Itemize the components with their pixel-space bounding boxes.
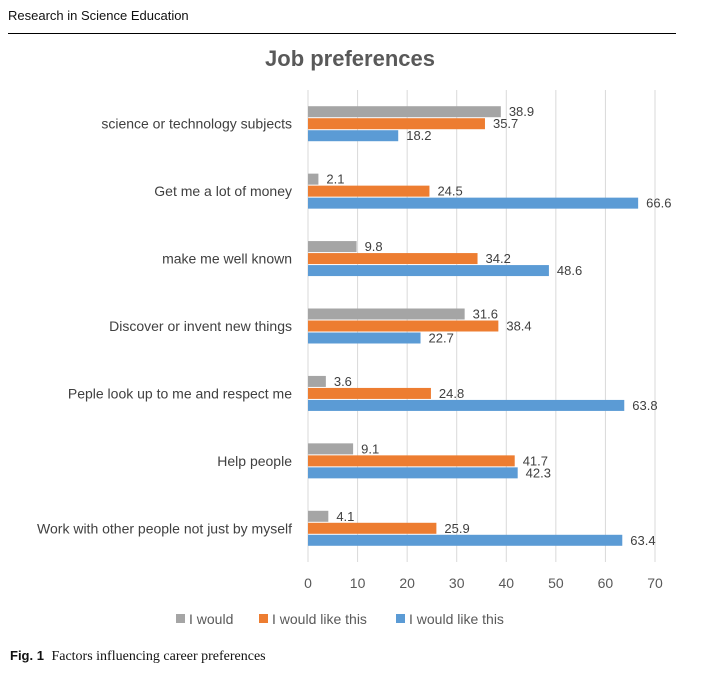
bar-3 [308, 467, 518, 479]
bar-3 [308, 197, 639, 209]
category-label: Help people [217, 453, 292, 469]
bar-value-label: 3.6 [334, 374, 352, 389]
bar-value-label: 38.4 [506, 319, 531, 334]
bar-1 [308, 173, 319, 185]
category-label: Get me a lot of money [154, 183, 292, 199]
chart-title: Job preferences [265, 46, 435, 71]
bar-2 [308, 185, 430, 197]
bar-value-label: 22.7 [429, 331, 454, 346]
bar-2 [308, 320, 499, 332]
bar-value-label: 41.7 [523, 453, 548, 468]
bar-2 [308, 455, 515, 467]
x-tick-label: 60 [598, 575, 614, 591]
bar-2 [308, 387, 431, 399]
bar-value-label: 66.6 [646, 196, 671, 211]
bar-value-label: 31.6 [473, 307, 498, 322]
bar-value-label: 35.7 [493, 116, 518, 131]
x-tick-label: 20 [399, 575, 415, 591]
bar-value-label: 38.9 [509, 104, 534, 119]
header-rule [8, 33, 676, 34]
figure-caption: Fig. 1 Factors influencing career prefer… [10, 648, 266, 665]
bar-value-label: 2.1 [326, 172, 344, 187]
figure-caption-text: Factors influencing career preferences [51, 649, 266, 664]
x-tick-label: 50 [548, 575, 564, 591]
bar-value-label: 9.1 [361, 441, 379, 456]
bar-value-label: 34.2 [486, 251, 511, 266]
bar-1 [308, 510, 329, 522]
bar-value-label: 24.8 [439, 386, 464, 401]
bar-3 [308, 534, 623, 546]
bar-value-label: 63.8 [632, 398, 657, 413]
bar-value-label: 24.5 [437, 184, 462, 199]
bar-1 [308, 241, 357, 253]
category-label: Peple look up to me and respect me [68, 385, 292, 401]
journal-name: Research in Science Education [8, 8, 189, 23]
bar-value-label: 25.9 [444, 521, 469, 536]
bar-value-label: 48.6 [557, 263, 582, 278]
x-tick-label: 30 [449, 575, 465, 591]
bar-3 [308, 265, 549, 277]
bar-1 [308, 106, 501, 118]
x-tick-label: 70 [647, 575, 663, 591]
bar-1 [308, 375, 326, 387]
x-tick-label: 10 [350, 575, 366, 591]
bar-2 [308, 522, 437, 534]
x-tick-label: 40 [498, 575, 514, 591]
category-label: make me well known [162, 251, 292, 267]
bar-3 [308, 332, 421, 344]
bar-value-label: 63.4 [630, 533, 655, 548]
bar-2 [308, 118, 485, 130]
category-label: Work with other people not just by mysel… [37, 520, 292, 536]
bar-3 [308, 399, 625, 411]
bar-2 [308, 253, 478, 265]
bar-value-label: 9.8 [365, 239, 383, 254]
legend-swatch [396, 614, 405, 623]
legend-label: I would like this [409, 611, 504, 627]
bar-chart: Job preferences 38.935.7 18.2 2.1 24.5 66.6 9… [37, 46, 671, 627]
legend-label: I would like this [272, 611, 367, 627]
legend-swatch [259, 614, 268, 623]
figure-label: Fig. 1 [10, 648, 44, 663]
bar-3 [308, 130, 399, 142]
bar-value-label: 4.1 [336, 509, 354, 524]
bar-1 [308, 308, 465, 320]
legend-swatch [176, 614, 185, 623]
category-label: Discover or invent new things [109, 318, 292, 334]
x-tick-label: 0 [304, 575, 312, 591]
bar-value-label: 18.2 [406, 128, 431, 143]
category-label: science or technology subjects [101, 116, 292, 132]
legend-label: I would [189, 611, 233, 627]
bar-value-label: 42.3 [526, 465, 551, 480]
bar-1 [308, 443, 354, 455]
